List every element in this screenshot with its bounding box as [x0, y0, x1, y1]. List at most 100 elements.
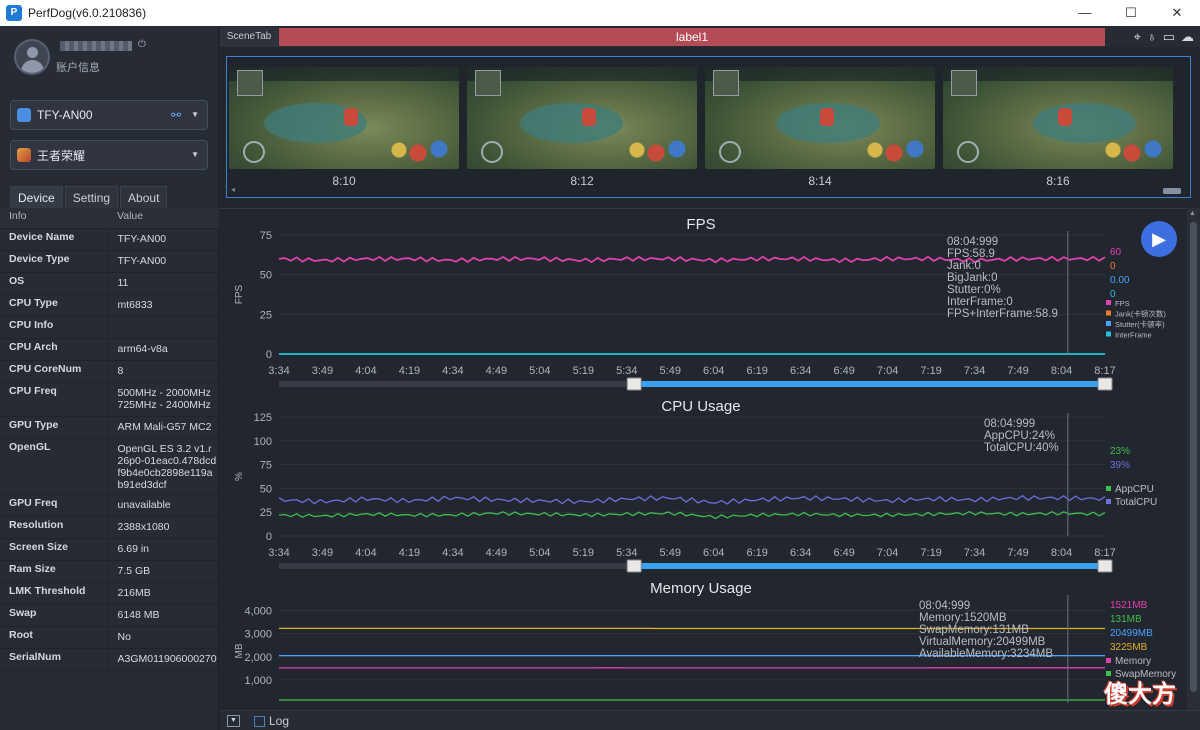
tooltip-text: 08:04:999: [984, 418, 1035, 430]
screenshot-thumbnail[interactable]: [705, 67, 935, 169]
legend-label: InterFrame: [1115, 331, 1152, 340]
y-tick-label: 1,000: [244, 675, 272, 687]
x-tick-label: 6:19: [746, 365, 767, 377]
tooltip-text: InterFrame:0: [947, 296, 1013, 308]
table-row: SerialNum A3GM011906000270: [0, 648, 219, 671]
tooltip-text: 08:04:999: [947, 236, 998, 248]
info-value: ARM Mali-G57 MC2: [108, 416, 219, 439]
cloud-icon[interactable]: ☁: [1181, 29, 1194, 44]
account-info-link[interactable]: 账户信息: [56, 62, 100, 74]
chevron-down-icon[interactable]: ▼: [191, 110, 199, 119]
info-value: 8: [108, 360, 219, 383]
x-tick-label: 4:34: [442, 547, 463, 559]
user-panel: ⏻ 账户信息: [14, 39, 214, 87]
table-row: Device Name TFY-AN00: [0, 228, 219, 251]
tooltip-text: Jank:0: [947, 260, 981, 272]
scene-tab[interactable]: SceneTab: [220, 27, 278, 47]
table-row: GPU Type ARM Mali-G57 MC2: [0, 416, 219, 439]
chart-title: Memory Usage: [650, 580, 752, 597]
tab-device[interactable]: Device: [10, 186, 63, 208]
tab-about[interactable]: About: [120, 186, 168, 208]
chevron-down-icon[interactable]: ▼: [191, 150, 199, 159]
legend-value: 1521MB: [1110, 600, 1148, 611]
legend-value: 60: [1110, 247, 1122, 258]
info-key: Root: [0, 626, 109, 649]
y-tick-label: 75: [260, 460, 272, 472]
x-tick-label: 6:49: [833, 365, 854, 377]
bulb-icon[interactable]: ♁: [1146, 29, 1157, 44]
screenshot-time: 8:10: [332, 174, 356, 188]
log-dropdown-icon[interactable]: ▼: [227, 715, 240, 727]
avatar[interactable]: [14, 39, 50, 75]
table-row: Swap 6148 MB: [0, 604, 219, 627]
y-tick-label: 0: [266, 349, 272, 361]
x-tick-label: 4:19: [399, 365, 420, 377]
power-icon[interactable]: ⏻: [138, 39, 146, 50]
legend-value: 23%: [1110, 446, 1130, 457]
screenshot-thumbnail[interactable]: [943, 67, 1173, 169]
app-select[interactable]: 王者荣耀 ▼: [10, 140, 208, 170]
info-key: OpenGL: [0, 438, 109, 495]
charts-scrollbar[interactable]: ▲: [1187, 208, 1200, 710]
screenshot-strip[interactable]: ◂ 8:10 8:12 8:14 8:16: [226, 56, 1191, 198]
info-value: 6148 MB: [108, 604, 219, 627]
legend-swatch: [1106, 671, 1111, 676]
legend-value: 0.00: [1110, 275, 1130, 286]
scene-label[interactable]: label1: [279, 28, 1105, 46]
legend-label: Memory: [1115, 656, 1151, 667]
maximize-button[interactable]: ☐: [1125, 5, 1137, 20]
x-tick-label: 4:49: [486, 365, 507, 377]
x-tick-label: 5:49: [660, 547, 681, 559]
info-key: GPU Type: [0, 416, 109, 439]
info-key: Device Type: [0, 250, 109, 273]
info-value: 216MB: [108, 582, 219, 605]
table-row: LMK Threshold 216MB: [0, 582, 219, 605]
close-button[interactable]: ✕: [1171, 5, 1183, 20]
info-key: SerialNum: [0, 648, 109, 671]
x-tick-label: 5:49: [660, 365, 681, 377]
screenshot-scrollbar[interactable]: ◂: [229, 185, 1187, 194]
folder-icon[interactable]: ▭: [1162, 29, 1175, 44]
x-tick-label: 5:19: [573, 547, 594, 559]
watermark: 傻大方: [1104, 681, 1176, 708]
x-tick-label: 3:49: [312, 547, 333, 559]
log-checkbox[interactable]: [254, 716, 265, 727]
legend-swatch: [1106, 331, 1111, 337]
range-handle-left: [626, 559, 642, 573]
table-row: CPU Freq 500MHz - 2000MHz 725MHz - 2400MH…: [0, 382, 219, 417]
play-button[interactable]: ▶: [1141, 221, 1177, 257]
scene-bar: SceneTab label1 ⌖ ♁ ▭ ☁: [220, 27, 1200, 47]
x-tick-label: 8:04: [1051, 547, 1072, 559]
y-axis-label: MB: [234, 643, 245, 658]
x-tick-label: 7:49: [1007, 365, 1028, 377]
x-tick-label: 6:49: [833, 547, 854, 559]
y-tick-label: 25: [260, 507, 272, 519]
y-tick-label: 2,000: [244, 652, 272, 664]
scrollbar-thumb[interactable]: [1163, 188, 1181, 194]
x-tick-label: 7:04: [877, 365, 898, 377]
link-icon[interactable]: ⚯: [170, 108, 181, 122]
x-tick-label: 6:34: [790, 547, 811, 559]
scroll-up-icon[interactable]: ▲: [1189, 210, 1196, 217]
y-tick-label: 0: [266, 531, 272, 543]
tab-setting[interactable]: Setting: [64, 186, 119, 208]
location-icon[interactable]: ⌖: [1133, 29, 1141, 44]
legend-swatch: [1106, 321, 1111, 326]
x-tick-label: 4:34: [442, 365, 463, 377]
scroll-left-icon[interactable]: ◂: [231, 185, 236, 194]
x-tick-label: 4:04: [355, 365, 376, 377]
x-tick-label: 4:19: [399, 547, 420, 559]
username-blurred: [60, 41, 132, 51]
tooltip-text: AppCPU:24%: [984, 430, 1055, 442]
info-value: unavailable: [108, 494, 219, 517]
screenshot-thumbnail[interactable]: [229, 67, 459, 169]
minimize-button[interactable]: —: [1078, 5, 1092, 20]
range-handle-left: [626, 377, 642, 391]
x-tick-label: 5:04: [529, 547, 550, 559]
tooltip-text: Stutter:0%: [947, 284, 1001, 296]
screenshot-thumbnail[interactable]: [467, 67, 697, 169]
tooltip-text: FPS:58.9: [947, 248, 995, 260]
scrollbar-thumb[interactable]: [1190, 222, 1197, 692]
x-tick-label: 6:34: [790, 365, 811, 377]
device-select[interactable]: TFY-AN00 ⚯ ▼: [10, 100, 208, 130]
